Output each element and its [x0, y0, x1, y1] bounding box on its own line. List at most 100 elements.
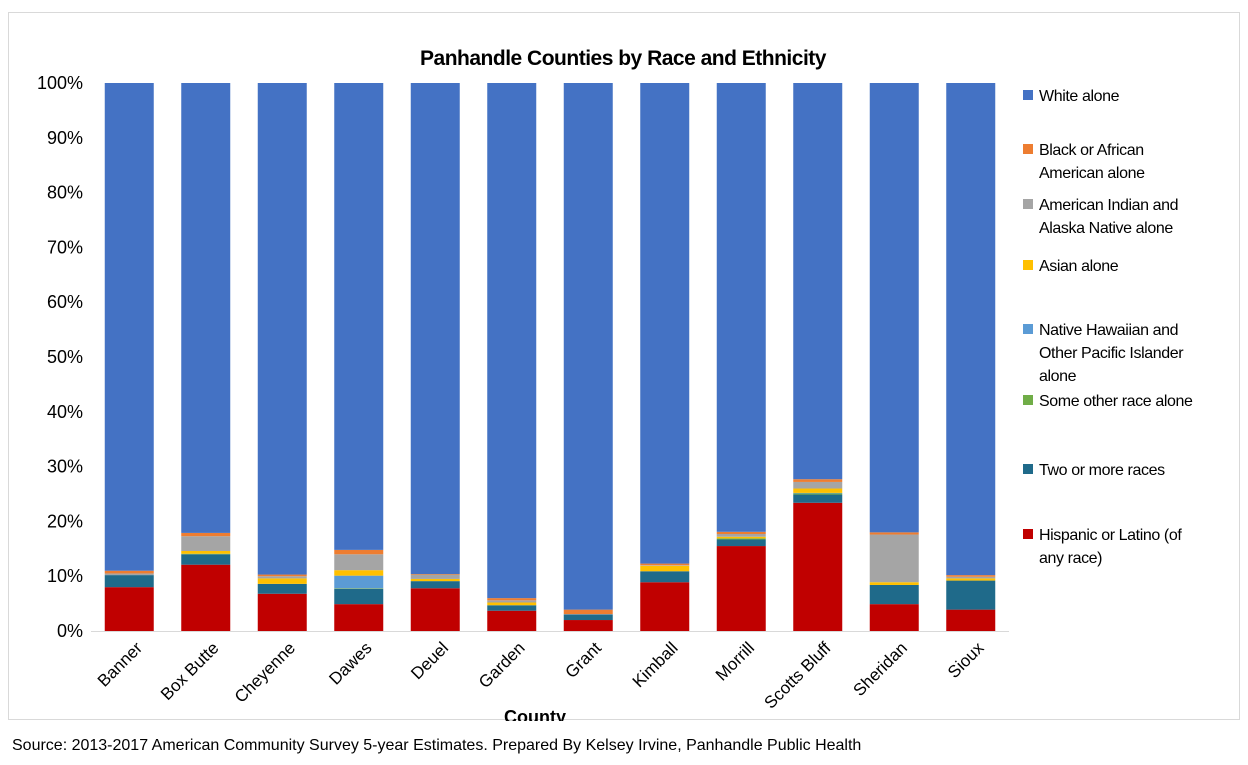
bar-segment-sioux-two-or-more-races — [946, 580, 996, 610]
bar-segment-sheridan-two-or-more-races — [869, 584, 919, 605]
bar-segment-sioux-white-alone — [946, 83, 996, 576]
y-tick-label: 100% — [37, 73, 83, 93]
bar-segment-cheyenne-american-indian-and-alaska-native-alone — [257, 576, 307, 579]
bar-segment-grant-hispanic-or-latino-of-any-race — [563, 620, 613, 631]
y-tick-label: 0% — [57, 621, 83, 641]
bar-scotts-bluff — [793, 83, 843, 631]
bar-segment-cheyenne-white-alone — [257, 83, 307, 575]
bar-segment-sheridan-asian-alone — [869, 582, 919, 585]
bar-segment-scotts-bluff-black-or-african-american-alone — [793, 479, 843, 482]
bar-segment-box-butte-american-indian-and-alaska-native-alone — [181, 536, 231, 551]
bar-segment-box-butte-hispanic-or-latino-of-any-race — [181, 564, 231, 631]
legend-label: Black or African — [1039, 142, 1144, 159]
bar-segment-grant-american-indian-and-alaska-native-alone — [563, 614, 613, 615]
bar-segment-grant-white-alone — [563, 83, 613, 610]
bar-segment-morrill-black-or-african-american-alone — [716, 531, 766, 535]
y-tick-label: 70% — [47, 237, 83, 257]
bar-segment-sheridan-hispanic-or-latino-of-any-race — [869, 604, 919, 631]
bar-segment-sioux-black-or-african-american-alone — [946, 575, 996, 577]
y-tick-label: 10% — [47, 566, 83, 586]
bar-segment-box-butte-asian-alone — [181, 550, 231, 554]
bar-segment-deuel-white-alone — [410, 83, 460, 575]
legend-item-black-or-african-american-alone: Black or African American alone — [1023, 142, 1145, 182]
bar-cheyenne — [257, 83, 307, 631]
bar-segment-box-butte-white-alone — [181, 83, 231, 533]
x-tick-label-deuel: Deuel — [407, 638, 452, 683]
bar-segment-kimball-asian-alone — [640, 565, 690, 572]
legend-swatch — [1023, 395, 1033, 405]
bar-segment-morrill-some-other-race-alone — [716, 538, 766, 540]
bar-segment-kimball-black-or-african-american-alone — [640, 563, 690, 566]
bar-segment-scotts-bluff-native-hawaiian-and-other-pacific-islander-alone — [793, 492, 843, 494]
legend-label: Alaska Native alone — [1039, 220, 1173, 237]
bar-segment-dawes-hispanic-or-latino-of-any-race — [334, 604, 384, 631]
bar-segment-morrill-two-or-more-races — [716, 539, 766, 547]
bar-sioux — [946, 83, 996, 631]
bar-segment-banner-two-or-more-races — [104, 575, 154, 588]
legend-item-asian-alone: Asian alone — [1023, 258, 1119, 275]
x-tick-label-scotts-bluff: Scotts Bluff — [761, 638, 835, 712]
x-tick-label-cheyenne: Cheyenne — [231, 638, 299, 706]
y-tick-label: 30% — [47, 457, 83, 477]
bar-segment-kimball-white-alone — [640, 83, 690, 564]
legend-swatch — [1023, 529, 1033, 539]
bars — [104, 83, 996, 631]
bar-segment-deuel-black-or-african-american-alone — [410, 574, 460, 575]
y-tick-label: 60% — [47, 292, 83, 312]
x-tick-label-sioux: Sioux — [944, 638, 988, 682]
chart-title: Panhandle Counties by Race and Ethnicity — [420, 47, 827, 70]
bar-dawes — [334, 83, 384, 631]
legend-swatch — [1023, 90, 1033, 100]
bar-segment-dawes-american-indian-and-alaska-native-alone — [334, 554, 384, 571]
x-tick-label-garden: Garden — [475, 638, 529, 692]
legend-label: Hispanic or Latino (of — [1039, 527, 1182, 544]
stacked-bar-chart: Panhandle Counties by Race and Ethnicity… — [37, 47, 1193, 721]
bar-segment-garden-hispanic-or-latino-of-any-race — [487, 610, 537, 631]
bar-segment-scotts-bluff-asian-alone — [793, 488, 843, 493]
bar-segment-scotts-bluff-two-or-more-races — [793, 494, 843, 503]
x-axis-title: County — [504, 707, 566, 721]
bar-segment-kimball-hispanic-or-latino-of-any-race — [640, 582, 690, 631]
bar-box-butte — [181, 83, 231, 631]
bar-segment-sioux-asian-alone — [946, 578, 996, 581]
bar-segment-garden-american-indian-and-alaska-native-alone — [487, 600, 537, 603]
bar-segment-garden-white-alone — [487, 83, 537, 599]
bar-segment-dawes-asian-alone — [334, 570, 384, 576]
bar-segment-morrill-white-alone — [716, 83, 766, 532]
legend-label: American Indian and — [1039, 197, 1178, 214]
bar-segment-scotts-bluff-american-indian-and-alaska-native-alone — [793, 481, 843, 489]
bar-segment-deuel-two-or-more-races — [410, 581, 460, 589]
bar-segment-sioux-hispanic-or-latino-of-any-race — [946, 609, 996, 631]
legend: White alone Black or African American alon… — [1023, 88, 1193, 567]
bar-banner — [104, 83, 154, 631]
bar-segment-banner-white-alone — [104, 83, 154, 571]
bar-deuel — [410, 83, 460, 631]
bar-segment-kimball-two-or-more-races — [640, 571, 690, 583]
bar-segment-kimball-american-indian-and-alaska-native-alone — [640, 565, 690, 566]
bar-segment-grant-black-or-african-american-alone — [563, 609, 613, 615]
bar-segment-dawes-some-other-race-alone — [334, 588, 384, 589]
y-tick-label: 40% — [47, 402, 83, 422]
bar-segment-deuel-american-indian-and-alaska-native-alone — [410, 574, 460, 579]
legend-item-two-or-more-races: Two or more races — [1023, 462, 1165, 479]
bar-sheridan — [869, 83, 919, 631]
bar-segment-sheridan-white-alone — [869, 83, 919, 533]
bar-segment-banner-american-indian-and-alaska-native-alone — [104, 573, 154, 576]
x-tick-label-sheridan: Sheridan — [850, 638, 912, 700]
x-tick-label-box-butte: Box Butte — [157, 638, 223, 704]
x-tick-label-dawes: Dawes — [325, 638, 375, 688]
bar-segment-banner-hispanic-or-latino-of-any-race — [104, 587, 154, 631]
legend-item-some-other-race-alone: Some other race alone — [1023, 393, 1193, 410]
bar-segment-dawes-black-or-african-american-alone — [334, 549, 384, 555]
bar-segment-sheridan-american-indian-and-alaska-native-alone — [869, 534, 919, 583]
bar-segment-garden-black-or-african-american-alone — [487, 598, 537, 601]
bar-segment-grant-two-or-more-races — [563, 614, 613, 621]
bar-segment-scotts-bluff-hispanic-or-latino-of-any-race — [793, 502, 843, 631]
bar-segment-dawes-white-alone — [334, 83, 384, 550]
bar-kimball — [640, 83, 690, 631]
bar-segment-dawes-two-or-more-races — [334, 588, 384, 605]
x-tick-label-morrill: Morrill — [712, 638, 758, 684]
legend-item-white-alone: White alone — [1023, 88, 1120, 105]
legend-label: Some other race alone — [1039, 393, 1193, 410]
x-tick-label-kimball: Kimball — [629, 638, 682, 691]
